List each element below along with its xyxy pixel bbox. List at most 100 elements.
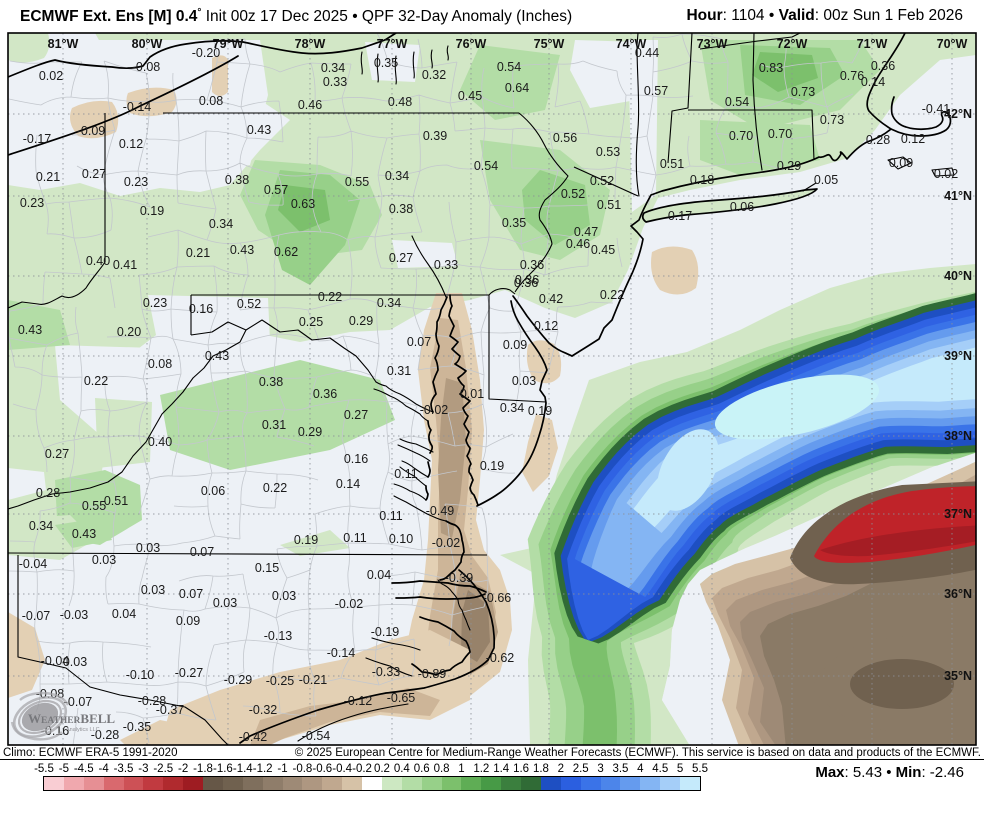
svg-text:0.51: 0.51 — [660, 157, 684, 171]
svg-text:0.43: 0.43 — [205, 349, 229, 363]
svg-text:0.52: 0.52 — [590, 174, 614, 188]
svg-text:78°W: 78°W — [295, 37, 326, 51]
svg-text:0.57: 0.57 — [644, 84, 668, 98]
svg-text:0.51: 0.51 — [104, 494, 128, 508]
svg-text:0.23: 0.23 — [20, 196, 44, 210]
svg-text:0.02: 0.02 — [39, 69, 63, 83]
svg-text:-0.49: -0.49 — [426, 504, 455, 518]
svg-text:0.19: 0.19 — [140, 204, 164, 218]
svg-text:-0.12: -0.12 — [344, 694, 373, 708]
svg-text:0.22: 0.22 — [318, 290, 342, 304]
svg-text:77°W: 77°W — [377, 37, 408, 51]
svg-text:0.34: 0.34 — [385, 169, 409, 183]
svg-text:0.11: 0.11 — [379, 509, 402, 523]
svg-text:0.22: 0.22 — [84, 374, 108, 388]
svg-text:0.16: 0.16 — [344, 452, 368, 466]
svg-text:0.27: 0.27 — [45, 447, 69, 461]
svg-text:0.54: 0.54 — [474, 159, 498, 173]
svg-text:-0.04: -0.04 — [19, 557, 48, 571]
svg-text:0.54: 0.54 — [725, 95, 749, 109]
svg-text:36°N: 36°N — [944, 587, 972, 601]
svg-text:0.03: 0.03 — [63, 655, 87, 669]
svg-text:0.06: 0.06 — [201, 484, 225, 498]
svg-text:0.10: 0.10 — [389, 532, 413, 546]
svg-text:0.70: 0.70 — [768, 127, 792, 141]
svg-text:0.04: 0.04 — [112, 607, 136, 621]
svg-text:0.73: 0.73 — [820, 113, 844, 127]
svg-text:-0.20: -0.20 — [192, 46, 221, 60]
svg-text:0.40: 0.40 — [148, 435, 172, 449]
svg-text:-0.07: -0.07 — [64, 695, 93, 709]
svg-text:0.14: 0.14 — [336, 477, 360, 491]
svg-text:0.33: 0.33 — [323, 75, 347, 89]
svg-text:0.32: 0.32 — [422, 68, 446, 82]
svg-text:0.31: 0.31 — [262, 418, 286, 432]
svg-text:79°W: 79°W — [213, 37, 244, 51]
svg-text:40°N: 40°N — [944, 269, 972, 283]
svg-text:0.20: 0.20 — [117, 325, 141, 339]
svg-text:0.03: 0.03 — [213, 596, 237, 610]
svg-text:0.21: 0.21 — [186, 246, 210, 260]
svg-text:0.43: 0.43 — [230, 243, 254, 257]
svg-text:0.07: 0.07 — [407, 335, 431, 349]
svg-text:73°W: 73°W — [697, 37, 728, 51]
svg-text:0.46: 0.46 — [566, 237, 590, 251]
svg-text:0.03: 0.03 — [512, 374, 536, 388]
svg-text:0.12: 0.12 — [534, 319, 558, 333]
svg-text:0.63: 0.63 — [291, 197, 315, 211]
svg-text:0.48: 0.48 — [388, 95, 412, 109]
svg-text:0.03: 0.03 — [141, 583, 165, 597]
svg-text:0.29: 0.29 — [777, 159, 801, 173]
svg-text:-0.54: -0.54 — [302, 729, 331, 743]
svg-text:0.54: 0.54 — [497, 60, 521, 74]
svg-text:0.02: 0.02 — [934, 167, 958, 181]
svg-text:0.43: 0.43 — [247, 123, 271, 137]
svg-text:0.43: 0.43 — [18, 323, 42, 337]
svg-text:0.36: 0.36 — [514, 276, 538, 290]
svg-text:-0.33: -0.33 — [372, 665, 401, 679]
svg-text:0.12: 0.12 — [901, 132, 925, 146]
svg-text:0.03: 0.03 — [92, 553, 116, 567]
svg-text:35°N: 35°N — [944, 669, 972, 683]
svg-text:-0.28: -0.28 — [91, 728, 120, 742]
svg-text:0.05: 0.05 — [814, 173, 838, 187]
svg-text:-0.42: -0.42 — [239, 730, 268, 744]
svg-text:-0.29: -0.29 — [224, 673, 253, 687]
svg-text:-0.41: -0.41 — [922, 102, 951, 116]
svg-text:-0.10: -0.10 — [126, 668, 155, 682]
svg-text:-0.03: -0.03 — [60, 608, 89, 622]
svg-text:0.22: 0.22 — [600, 288, 624, 302]
svg-text:-0.62: -0.62 — [486, 651, 515, 665]
svg-text:38°N: 38°N — [944, 429, 972, 443]
svg-text:0.43: 0.43 — [72, 527, 96, 541]
svg-text:0.34: 0.34 — [321, 61, 345, 75]
svg-text:0.62: 0.62 — [274, 245, 298, 259]
svg-text:0.15: 0.15 — [255, 561, 279, 575]
svg-text:0.31: 0.31 — [387, 364, 411, 378]
svg-text:80°W: 80°W — [132, 37, 163, 51]
svg-text:0.09: 0.09 — [503, 338, 527, 352]
svg-text:0.34: 0.34 — [500, 401, 524, 415]
svg-text:0.42: 0.42 — [539, 292, 563, 306]
svg-text:0.11: 0.11 — [394, 467, 417, 481]
svg-text:0.14: 0.14 — [861, 75, 885, 89]
svg-text:0.57: 0.57 — [264, 183, 288, 197]
svg-text:0.53: 0.53 — [596, 145, 620, 159]
svg-text:0.55: 0.55 — [82, 499, 106, 513]
svg-text:-0.09: -0.09 — [77, 124, 106, 138]
svg-text:0.51: 0.51 — [597, 198, 621, 212]
svg-text:0.36: 0.36 — [520, 258, 544, 272]
svg-text:75°W: 75°W — [534, 37, 565, 51]
svg-text:0.27: 0.27 — [389, 251, 413, 265]
svg-text:71°W: 71°W — [857, 37, 888, 51]
svg-text:0.28: 0.28 — [866, 133, 890, 147]
svg-text:0.17: 0.17 — [668, 209, 692, 223]
svg-text:0.12: 0.12 — [119, 137, 143, 151]
svg-text:Analytics LLC: Analytics LLC — [66, 727, 100, 733]
svg-text:0.28: 0.28 — [36, 486, 60, 500]
svg-text:-0.02: -0.02 — [420, 403, 449, 417]
svg-text:0.03: 0.03 — [272, 589, 296, 603]
svg-text:0.56: 0.56 — [553, 131, 577, 145]
svg-text:0.40: 0.40 — [86, 254, 110, 268]
svg-text:0.73: 0.73 — [791, 85, 815, 99]
